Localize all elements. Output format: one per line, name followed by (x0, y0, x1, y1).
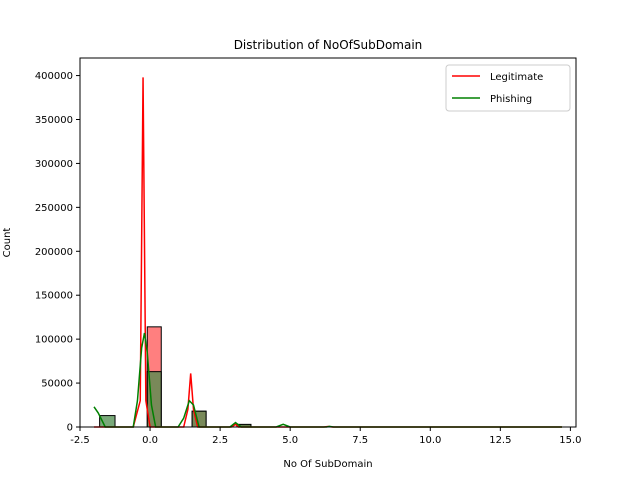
legend-label-legitimate: Legitimate (490, 72, 543, 83)
x-tick-label: 10.0 (419, 435, 441, 446)
kde-line-phishing (93, 332, 562, 428)
y-axis-label: Count (2, 228, 13, 258)
plot-frame (79, 57, 577, 428)
histogram-bars (99, 326, 252, 428)
y-tick-label: 100000 (35, 335, 73, 346)
x-tick-label: 2.5 (212, 435, 228, 446)
legend: Legitimate Phishing (445, 64, 571, 112)
y-tick-label: 400000 (35, 71, 73, 82)
x-axis-ticks: -2.5 0.0 2.5 5.0 7.5 10.0 12.5 15.0 (70, 427, 582, 446)
kde-line-legitimate (94, 77, 562, 428)
chart-title: Distribution of NoOfSubDomain (234, 38, 423, 52)
y-tick-label: 150000 (35, 291, 73, 302)
y-tick-label: 0 (67, 423, 73, 434)
x-tick-label: 0.0 (142, 435, 158, 446)
y-tick-label: 250000 (35, 203, 73, 214)
x-tick-label: 12.5 (489, 435, 511, 446)
y-tick-label: 200000 (35, 247, 73, 258)
x-tick-label: 15.0 (559, 435, 581, 446)
x-tick-label: -2.5 (70, 435, 90, 446)
legend-label-phishing: Phishing (490, 94, 532, 105)
x-axis-label: No Of SubDomain (283, 459, 372, 470)
kde-curves (93, 77, 562, 428)
x-tick-label: 5.0 (282, 435, 298, 446)
y-tick-label: 350000 (35, 115, 73, 126)
y-tick-label: 50000 (41, 379, 73, 390)
x-tick-label: 7.5 (352, 435, 368, 446)
y-axis-ticks: 0 50000 100000 150000 200000 250000 300000 3500… (35, 71, 80, 434)
y-tick-label: 300000 (35, 159, 73, 170)
